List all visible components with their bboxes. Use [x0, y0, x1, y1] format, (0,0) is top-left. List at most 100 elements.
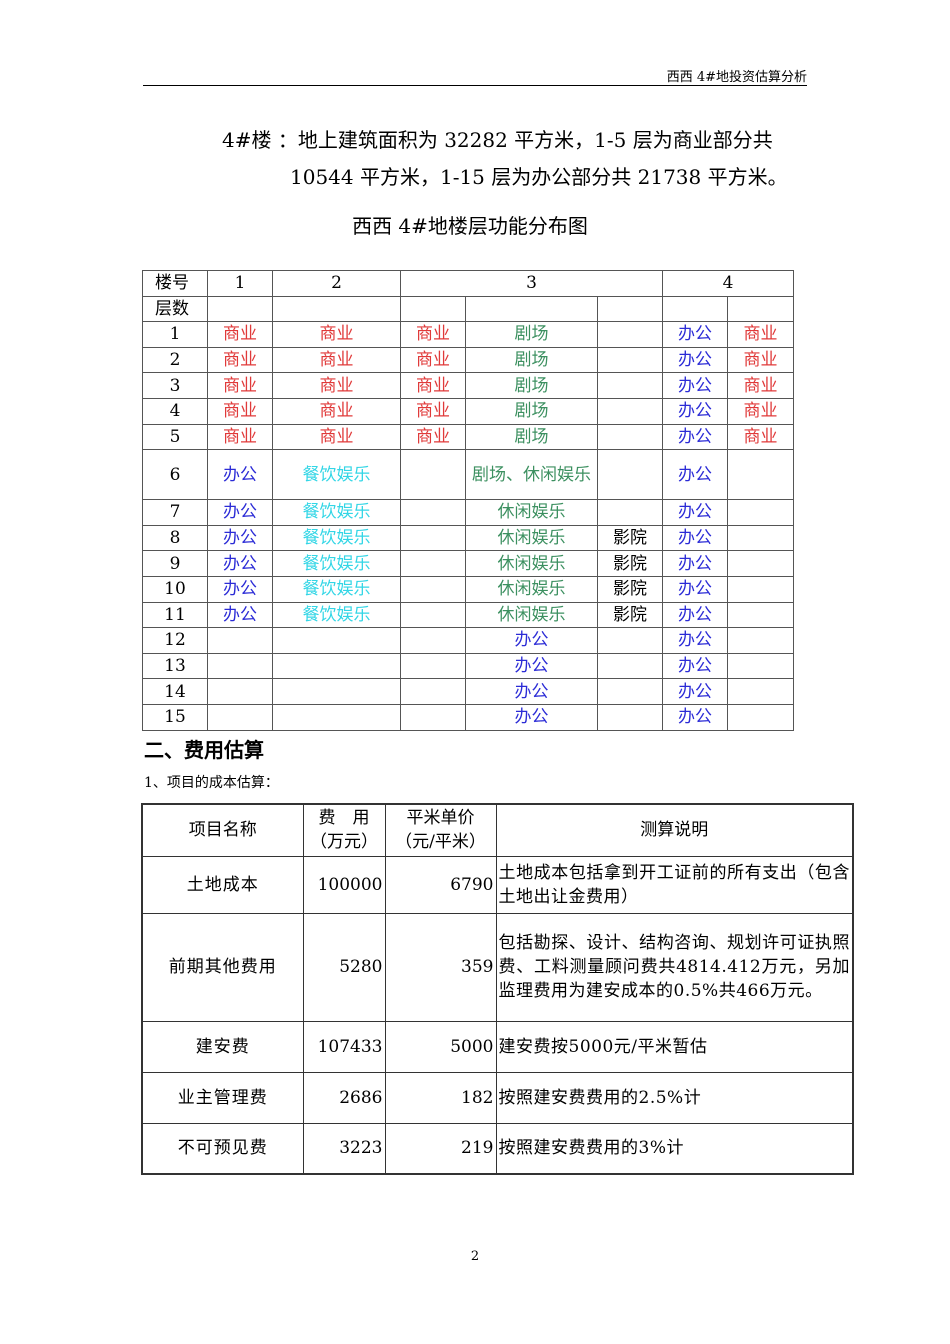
- floor-function-cell: [207, 678, 273, 705]
- floor-function-cell: 商业: [272, 372, 401, 399]
- floor-number: 10: [142, 575, 208, 603]
- floor-function-cell: [727, 550, 795, 577]
- floor-function-cell: [400, 499, 466, 526]
- unit-price: 182: [384, 1071, 497, 1124]
- floor-function-cell: [400, 703, 466, 731]
- floor-function-cell: 剧场: [465, 423, 598, 451]
- floor-function-cell: 休闲娱乐: [465, 550, 598, 577]
- floor-function-cell: [207, 703, 273, 731]
- floor-function-cell: [400, 575, 466, 603]
- empty-cell: [272, 295, 401, 323]
- floor-function-cell: 餐饮娱乐: [272, 499, 401, 526]
- floor-function-cell: [272, 703, 401, 731]
- item-name: 建安费: [141, 1020, 304, 1073]
- floor-function-cell: [596, 423, 664, 451]
- floor-function-cell: 餐饮娱乐: [272, 524, 401, 552]
- floor-function-cell: 商业: [727, 423, 795, 451]
- table-row: 8 办公 餐饮娱乐 休闲娱乐 影院 办公: [142, 524, 795, 552]
- intro-line-2: 10544 平方米，1-15 层为办公部分共 21738 平方米。: [290, 165, 788, 189]
- floor-number: 3: [142, 372, 208, 399]
- floor-function-cell: 办公: [662, 499, 729, 526]
- floor-function-cell: 餐饮娱乐: [272, 601, 401, 629]
- floor-function-cell: 办公: [465, 703, 598, 731]
- description: 建安费按5000元/平米暂估: [495, 1020, 854, 1073]
- table-row: 土地成本 100000 6790 土地成本包括拿到开工证前的所有支出（包含土地出让金费…: [141, 855, 854, 914]
- floor-function-cell: 商业: [207, 321, 273, 348]
- floor-function-cell: 商业: [727, 321, 795, 348]
- column-header: 费 用 （万元）: [302, 803, 386, 857]
- item-name: 土地成本: [141, 855, 304, 914]
- building-number: 2: [272, 270, 401, 297]
- floor-function-cell: 办公: [465, 652, 598, 680]
- table-row: 7 办公 餐饮娱乐 休闲娱乐 办公: [142, 499, 795, 526]
- floor-number: 1: [142, 321, 208, 348]
- subheader-row: 层数: [142, 295, 795, 323]
- cost-value: 3223: [302, 1122, 386, 1175]
- table-row: 5 商业 商业 商业 剧场 办公 商业: [142, 423, 795, 451]
- floor-function-cell: [400, 601, 466, 629]
- table-row: 3 商业 商业 商业 剧场 办公 商业: [142, 372, 795, 399]
- intro-line-1: 4#楼 ：地上建筑面积为 32282 平方米，1-5 层为商业部分共: [222, 128, 773, 152]
- floor-function-cell: 办公: [207, 601, 273, 629]
- floor-function-cell: 办公: [662, 575, 729, 603]
- column-header: 项目名称: [141, 803, 304, 857]
- floor-function-cell: 办公: [662, 346, 729, 374]
- building-number: 3: [399, 270, 664, 297]
- item-name: 前期其他费用: [141, 912, 304, 1022]
- floor-function-cell: 剧场: [465, 397, 598, 425]
- description: 按照建安费费用的2.5%计: [495, 1071, 854, 1124]
- floor-function-cell: 餐饮娱乐: [272, 449, 401, 501]
- header-row: 项目名称费 用 （万元） 平米单价 （元/平米） 测算说明: [141, 803, 854, 857]
- table-row: 1 商业 商业 商业 剧场 办公 商业: [142, 321, 795, 348]
- floor-function-cell: 商业: [400, 423, 466, 451]
- floor-function-cell: 商业: [272, 321, 401, 348]
- floor-function-cell: [596, 499, 664, 526]
- floor-function-cell: [727, 499, 795, 526]
- floor-function-cell: 商业: [400, 346, 466, 374]
- column-header: 平米单价 （元/平米）: [384, 803, 497, 857]
- floor-function-cell: [207, 652, 273, 680]
- floor-function-cell: [400, 449, 466, 501]
- floor-function-cell: [727, 678, 795, 705]
- floor-function-cell: 商业: [207, 372, 273, 399]
- floor-function-cell: [272, 678, 401, 705]
- floor-function-cell: [400, 524, 466, 552]
- floor-function-cell: 餐饮娱乐: [272, 575, 401, 603]
- floor-function-cell: [596, 703, 664, 731]
- description: 土地成本包括拿到开工证前的所有支出（包含土地出让金费用）: [495, 855, 854, 914]
- table-row: 11 办公 餐饮娱乐 休闲娱乐 影院 办公: [142, 601, 795, 629]
- table-row: 13 办公 办公: [142, 652, 795, 680]
- floor-function-cell: 商业: [207, 397, 273, 425]
- floor-function-cell: 商业: [207, 346, 273, 374]
- floor-function-cell: [596, 397, 664, 425]
- table-row: 业主管理费 2686 182 按照建安费费用的2.5%计: [141, 1071, 854, 1124]
- floor-function-cell: [596, 372, 664, 399]
- floor-number: 5: [142, 423, 208, 451]
- floor-function-cell: 商业: [207, 423, 273, 451]
- cost-value: 5280: [302, 912, 386, 1022]
- floor-number: 4: [142, 397, 208, 425]
- floor-number: 14: [142, 678, 208, 705]
- floor-function-cell: [727, 627, 795, 654]
- floor-number: 9: [142, 550, 208, 577]
- floor-function-cell: 影院: [596, 524, 664, 552]
- floor-number: 13: [142, 652, 208, 680]
- floor-function-cell: 影院: [596, 550, 664, 577]
- floor-function-cell: 办公: [207, 575, 273, 603]
- floor-function-cell: 办公: [207, 524, 273, 552]
- row-label-building: 楼号: [142, 270, 208, 297]
- floor-function-cell: 办公: [662, 550, 729, 577]
- table-row: 12 办公 办公: [142, 627, 795, 654]
- floor-function-cell: 剧场: [465, 321, 598, 348]
- floor-function-cell: 商业: [727, 397, 795, 425]
- empty-cell: [207, 295, 273, 323]
- floor-function-cell: 休闲娱乐: [465, 524, 598, 552]
- floor-number: 11: [142, 601, 208, 629]
- cost-value: 100000: [302, 855, 386, 914]
- floor-function-cell: 休闲娱乐: [465, 575, 598, 603]
- building-number: 1: [207, 270, 273, 297]
- table-row: 前期其他费用 5280 359 包括勘探、设计、结构咨询、规划许可证执照费、工料测量顾…: [141, 912, 854, 1022]
- floor-function-cell: 办公: [465, 627, 598, 654]
- unit-price: 219: [384, 1122, 497, 1175]
- floor-number: 8: [142, 524, 208, 552]
